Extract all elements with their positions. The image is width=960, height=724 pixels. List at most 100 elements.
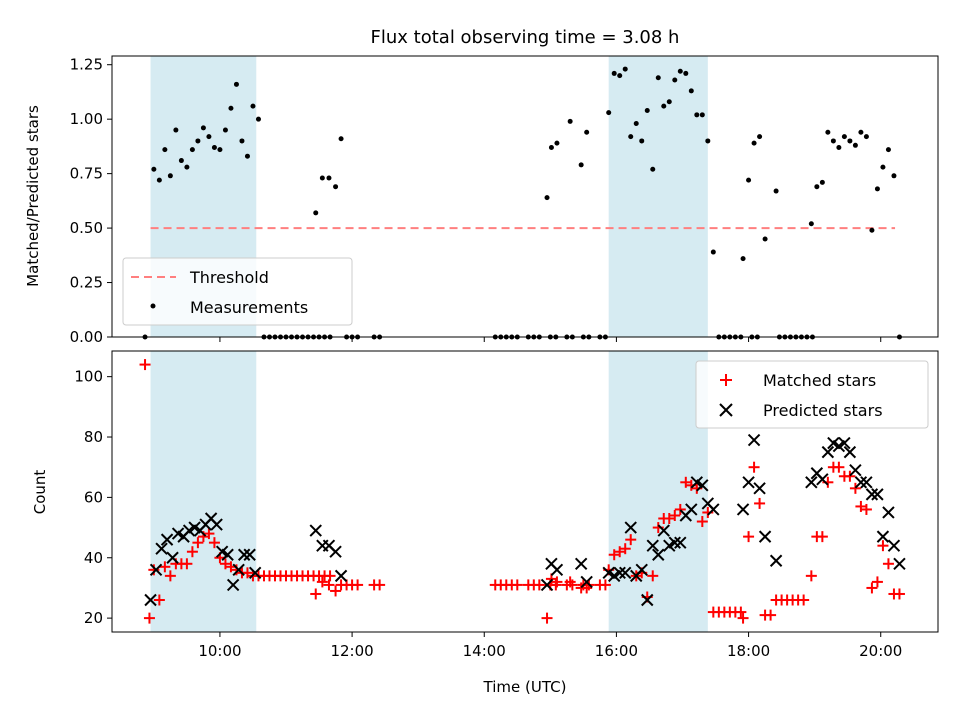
- bottom-legend-box: [695, 360, 929, 429]
- measurement-point: [156, 177, 162, 183]
- measurement-point: [677, 68, 683, 74]
- predicted-star-point: [871, 488, 884, 501]
- predicted-star-point: [334, 569, 348, 583]
- measurement-point: [694, 112, 700, 118]
- matched-star-point: [599, 579, 611, 591]
- matched-star-point: [186, 546, 198, 558]
- measurement-point: [880, 164, 886, 170]
- matched-star-point: [893, 588, 905, 600]
- measurement-point: [757, 134, 763, 140]
- predicted-star-point: [707, 503, 720, 516]
- measurement-point: [167, 173, 173, 179]
- bottom-shaded-interval: [150, 351, 257, 632]
- predicted-star-point: [843, 445, 857, 459]
- predicted-star-point: [769, 554, 783, 567]
- measurement-point: [819, 179, 825, 185]
- measurement-point: [211, 144, 217, 150]
- predicted-star-point: [641, 593, 654, 607]
- measurement-point: [554, 140, 560, 146]
- predicted-star-point: [652, 548, 665, 561]
- matched-star-point: [735, 606, 747, 618]
- matched-star-point: [833, 461, 845, 473]
- top-plot-frame: [111, 55, 939, 338]
- predicted-star-point: [805, 476, 818, 489]
- top-y-tick-label: 0.50: [70, 219, 103, 237]
- measurement-point: [333, 184, 339, 190]
- x-tick-label: 12:00: [330, 642, 373, 660]
- matched-star-point: [203, 528, 215, 540]
- predicted-star-point: [876, 530, 890, 543]
- predicted-star-point: [155, 542, 168, 555]
- measurement-point: [222, 127, 228, 133]
- matched-star-point: [663, 513, 675, 525]
- predicted-star-point: [309, 524, 322, 537]
- matched-star-point: [844, 470, 856, 482]
- matched-star-point: [143, 612, 155, 624]
- bottom-plot-frame: [111, 350, 939, 633]
- measurement-point: [239, 138, 245, 144]
- measurement-point: [847, 138, 853, 144]
- matched-star-point: [541, 612, 553, 624]
- matched-star-point: [374, 579, 386, 591]
- predicted-star-point: [226, 578, 240, 592]
- measurement-point: [233, 81, 239, 87]
- legend-threshold-label: Threshold: [189, 268, 269, 287]
- matched-star-point: [680, 476, 692, 488]
- predicted-star-point: [753, 482, 766, 495]
- top-panel: 0.00 0.25 0.50 0.75 1.00 1.25 Matched/Predict…: [24, 55, 939, 346]
- measurement-point: [874, 186, 880, 192]
- measurement-point: [544, 195, 550, 201]
- predicted-star-point: [696, 479, 709, 492]
- predicted-star-point: [685, 503, 698, 516]
- matched-star-point: [855, 500, 867, 512]
- measurement-point: [746, 177, 752, 183]
- matched-star-point: [208, 537, 220, 549]
- bottom-panel: 20 40 60 80 100 10:00 12:00 14:00 16:00 18:00 20:0…: [31, 350, 939, 696]
- measurement-point: [814, 184, 820, 190]
- measurement-point: [173, 127, 179, 133]
- measurement-point: [217, 147, 223, 153]
- predicted-star-point: [838, 436, 851, 450]
- predicted-star-point: [149, 563, 163, 577]
- measurement-point: [338, 136, 344, 142]
- predicted-star-point: [329, 545, 342, 558]
- matched-star-point: [323, 579, 335, 591]
- matched-star-point: [511, 579, 523, 591]
- x-tick-label: 10:00: [198, 642, 241, 660]
- matched-star-point: [310, 588, 322, 600]
- top-y-tick-label: 0.00: [70, 328, 103, 346]
- bottom-shaded-interval: [608, 351, 708, 632]
- measurement-point: [841, 134, 847, 140]
- measurement-point: [650, 166, 656, 172]
- measurement-point: [858, 129, 864, 135]
- matched-star-point: [352, 579, 364, 591]
- legend-measurements-swatch: [150, 303, 156, 309]
- measurement-point: [628, 134, 634, 140]
- measurement-point: [250, 103, 256, 109]
- top-y-tick-label: 1.00: [70, 110, 103, 128]
- x-axis-label: Time (UTC): [483, 678, 567, 696]
- matched-star-point: [805, 570, 817, 582]
- x-tick-label: 20:00: [859, 642, 902, 660]
- matched-star-point: [564, 576, 576, 588]
- predicted-star-point: [882, 506, 895, 519]
- matched-star-point: [139, 359, 151, 371]
- matched-star-point: [241, 567, 253, 579]
- top-legend: Threshold Measurements: [122, 257, 353, 326]
- matched-star-point: [798, 594, 810, 606]
- measurement-point: [244, 153, 250, 159]
- predicted-star-point: [221, 548, 234, 561]
- measurement-point: [773, 188, 779, 194]
- chart-title: Flux total observing time = 3.08 h: [371, 27, 680, 48]
- measurement-point: [683, 70, 689, 76]
- measurement-point: [869, 227, 875, 233]
- matched-star-point: [181, 558, 193, 570]
- predicted-star-point: [747, 433, 761, 447]
- bottom-y-tick-label: 80: [84, 428, 103, 446]
- predicted-star-point: [580, 575, 593, 589]
- predicted-star-point: [849, 464, 862, 477]
- predicted-star-point: [887, 539, 901, 552]
- top-y-axis-label: Matched/Predicted stars: [24, 105, 42, 287]
- matched-star-point: [164, 570, 176, 582]
